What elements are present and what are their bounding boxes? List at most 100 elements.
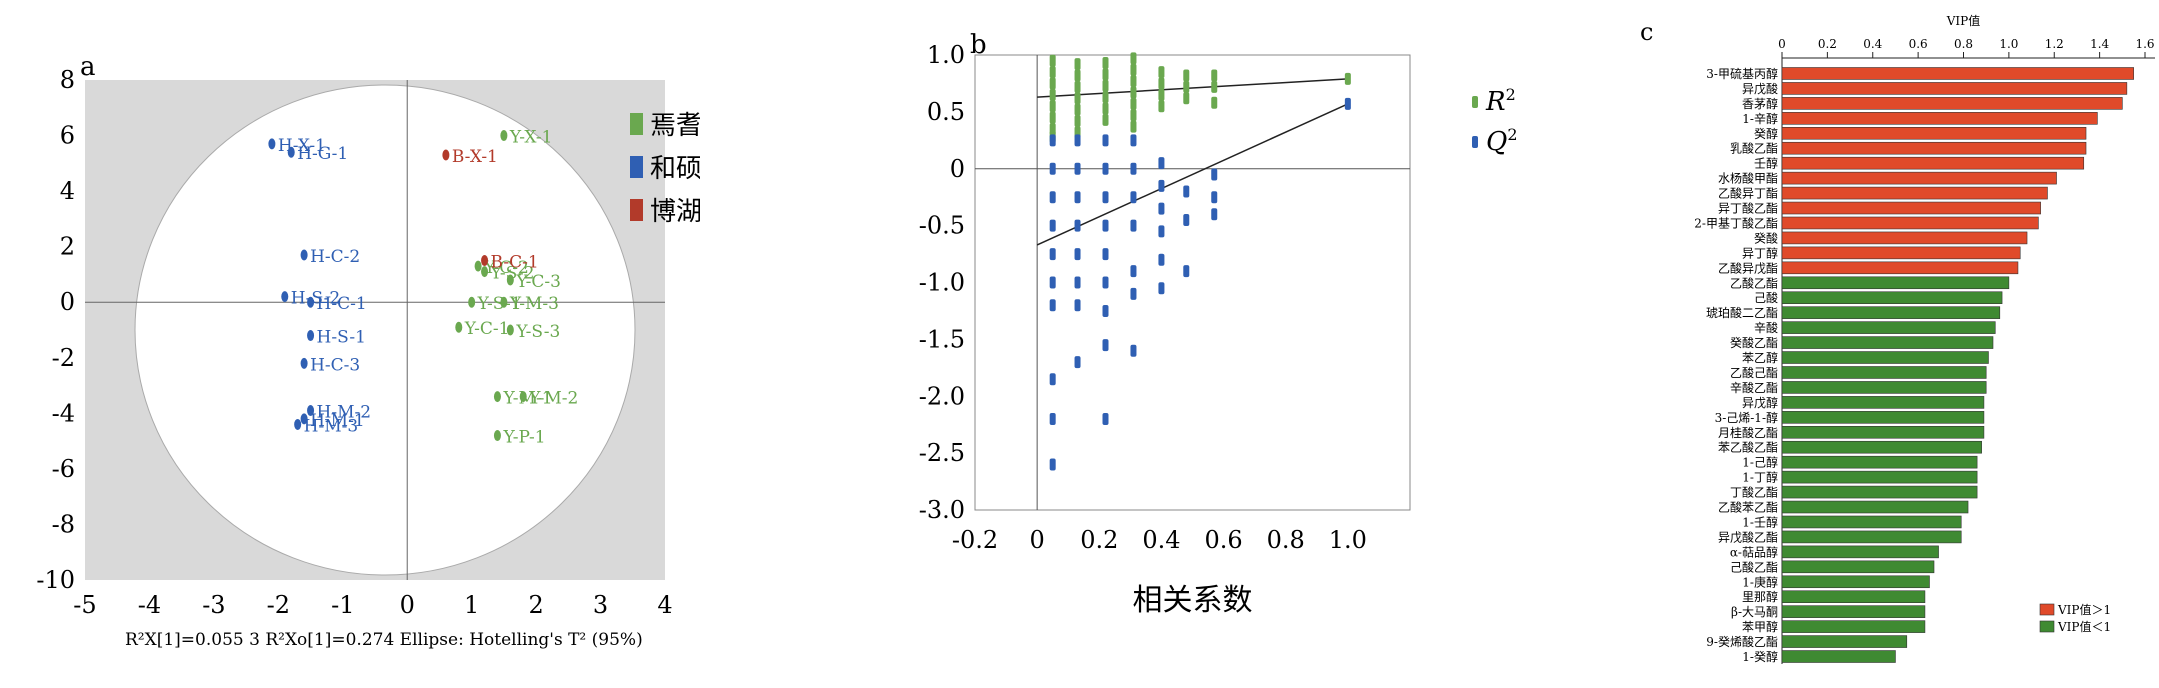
vip-bar-chart: c VIP值 0 0.2 0.4 0.6 0.8 1.0 1.2 1.4 1.6 3-甲硫基丙醇异戊酸… <box>1640 13 2155 664</box>
data-point <box>307 296 315 308</box>
point-label: Y-S-1 <box>477 294 522 314</box>
data-point <box>1102 219 1109 232</box>
y-tick-label: 1.0 <box>927 41 965 69</box>
x-tick-label: -2 <box>267 591 290 619</box>
data-point <box>1049 77 1056 90</box>
bar <box>1781 336 1994 349</box>
bar <box>1781 620 1926 633</box>
data-point <box>1049 134 1056 147</box>
point-label: H-M-3 <box>304 416 359 436</box>
data-point <box>1102 113 1109 126</box>
data-point <box>1102 304 1109 317</box>
bar <box>1781 530 1962 544</box>
x-tick-label: 0.2 <box>1818 37 1837 51</box>
x-tick-label: 0.8 <box>1267 526 1305 554</box>
data-point <box>481 255 489 267</box>
category-label: 1-己醇 <box>1742 455 1778 470</box>
data-point <box>1049 66 1056 79</box>
data-point <box>1158 100 1165 113</box>
data-point <box>1130 86 1137 99</box>
x-tick-label: 1.4 <box>2090 37 2109 51</box>
data-point <box>1130 75 1137 88</box>
data-point <box>1102 276 1109 289</box>
category-label: 乳酸乙酯 <box>1730 141 1778 156</box>
bar <box>1781 291 2003 304</box>
y-tick-label: 0.5 <box>927 98 965 126</box>
bar <box>1781 127 2087 140</box>
y-tick-label: 8 <box>60 66 75 94</box>
bar <box>1781 635 1908 648</box>
data-point <box>1130 63 1137 76</box>
bar <box>1781 216 2039 230</box>
data-point <box>493 391 501 403</box>
bar <box>1781 485 1978 499</box>
x-tick-label: -5 <box>73 591 96 619</box>
data-point <box>1158 88 1165 101</box>
x-tick-label: -4 <box>138 591 161 619</box>
legend-swatch <box>630 199 643 221</box>
legend-swatch <box>2039 620 2055 633</box>
data-point <box>1130 344 1137 357</box>
bar <box>1781 97 2123 110</box>
data-point <box>506 324 514 336</box>
data-point <box>1074 58 1081 71</box>
data-point <box>474 260 482 272</box>
data-point <box>1049 276 1056 289</box>
bar <box>1781 590 1926 603</box>
point-label: Y-C-3 <box>515 272 561 292</box>
data-point <box>519 391 527 403</box>
panel-label: b <box>970 30 987 60</box>
regression-line <box>1037 78 1348 98</box>
bar <box>1781 112 2098 125</box>
data-point <box>1158 282 1165 295</box>
point-label: H-G-1 <box>297 144 348 164</box>
x-axis-title: 相关系数 <box>1133 583 1253 618</box>
data-point <box>1158 77 1165 90</box>
bar <box>1781 650 1896 663</box>
data-point <box>1074 276 1081 289</box>
data-point <box>1183 80 1190 93</box>
data-point <box>493 430 501 442</box>
data-point <box>1049 162 1056 175</box>
data-point <box>500 296 508 308</box>
bar <box>1781 440 1982 454</box>
data-point <box>1049 111 1056 124</box>
x-axis-title: VIP值 <box>1946 13 1980 28</box>
y-tick-label: -4 <box>52 399 75 427</box>
data-point <box>1074 356 1081 369</box>
point-label: H-M-2 <box>317 403 372 423</box>
data-point <box>287 146 295 158</box>
data-point <box>1074 191 1081 204</box>
data-point <box>1102 339 1109 352</box>
bar <box>1781 276 2010 290</box>
category-label: 壬醇 <box>1754 156 1778 171</box>
bar <box>1781 425 1985 439</box>
category-label: 乙酸异戊酯 <box>1718 260 1778 275</box>
legend-swatch <box>630 113 643 135</box>
point-label: B-C-1 <box>491 253 539 273</box>
bar <box>1781 455 1978 469</box>
legend-label-base: R <box>1485 87 1506 117</box>
data-point <box>1074 248 1081 261</box>
y-tick-label: -8 <box>52 510 75 538</box>
data-point <box>1102 413 1109 425</box>
x-tick-label: 1.0 <box>1329 526 1367 554</box>
category-label: 乙酸异丁酯 <box>1718 186 1778 201</box>
data-point <box>1074 299 1081 312</box>
category-label: 辛酸 <box>1754 320 1778 335</box>
category-label: β-大马酮 <box>1731 605 1778 619</box>
y-tick-label: -2.0 <box>919 382 965 410</box>
data-point <box>1183 265 1190 278</box>
y-tick-label: -1.0 <box>919 269 965 297</box>
y-tick-label: -2 <box>52 344 75 372</box>
point-label: B-X-1 <box>452 147 498 167</box>
legend-swatch <box>2039 603 2055 616</box>
category-label: 水杨酸甲酯 <box>1718 171 1778 186</box>
legend-label-sup: 2 <box>1506 85 1516 104</box>
data-point <box>1130 52 1137 65</box>
category-label: 辛酸乙酯 <box>1730 380 1778 395</box>
data-point <box>1074 92 1081 105</box>
y-tick-label: -6 <box>52 455 75 483</box>
x-tick-label: 0 <box>1778 37 1786 51</box>
data-point <box>1102 248 1109 261</box>
